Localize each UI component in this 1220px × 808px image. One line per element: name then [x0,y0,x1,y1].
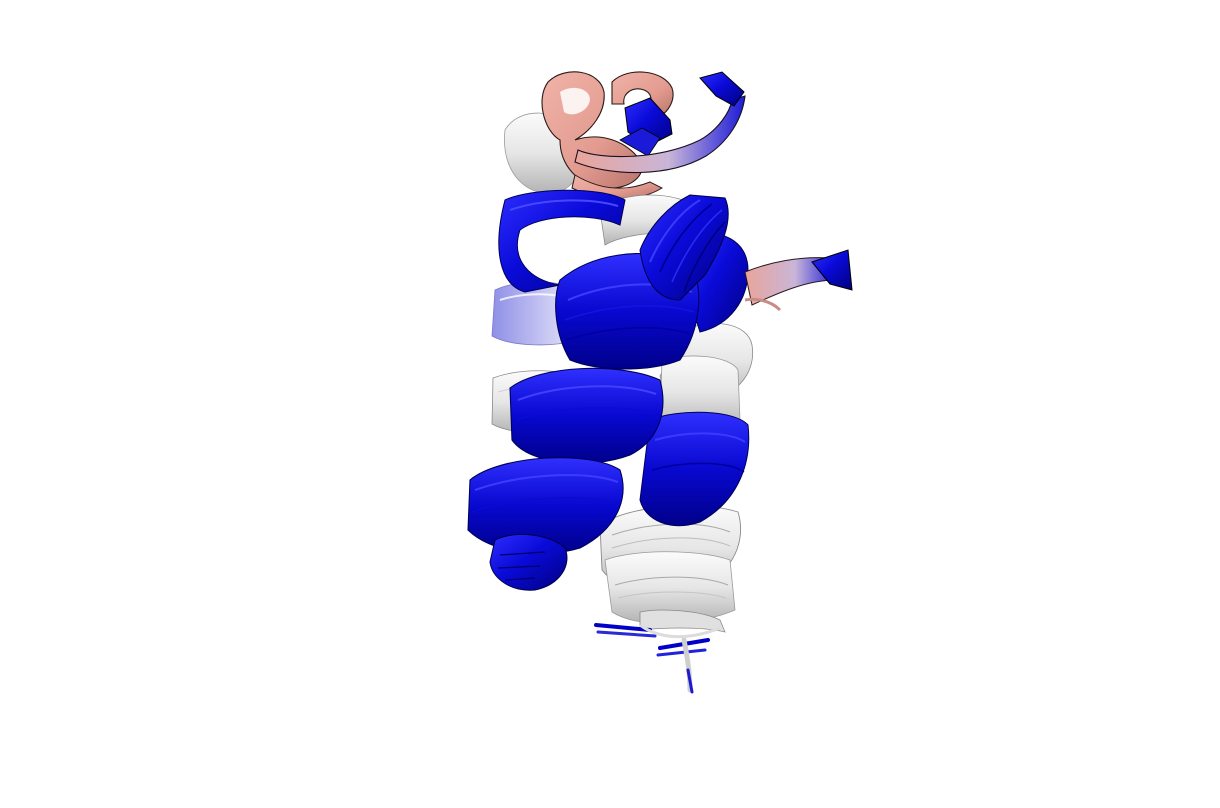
blue-loop-bundle [639,194,729,301]
bottom-strands [594,609,726,694]
blue-helix-left [467,189,700,591]
c-terminal-tail [744,249,853,312]
n-terminal-turn [504,71,746,199]
